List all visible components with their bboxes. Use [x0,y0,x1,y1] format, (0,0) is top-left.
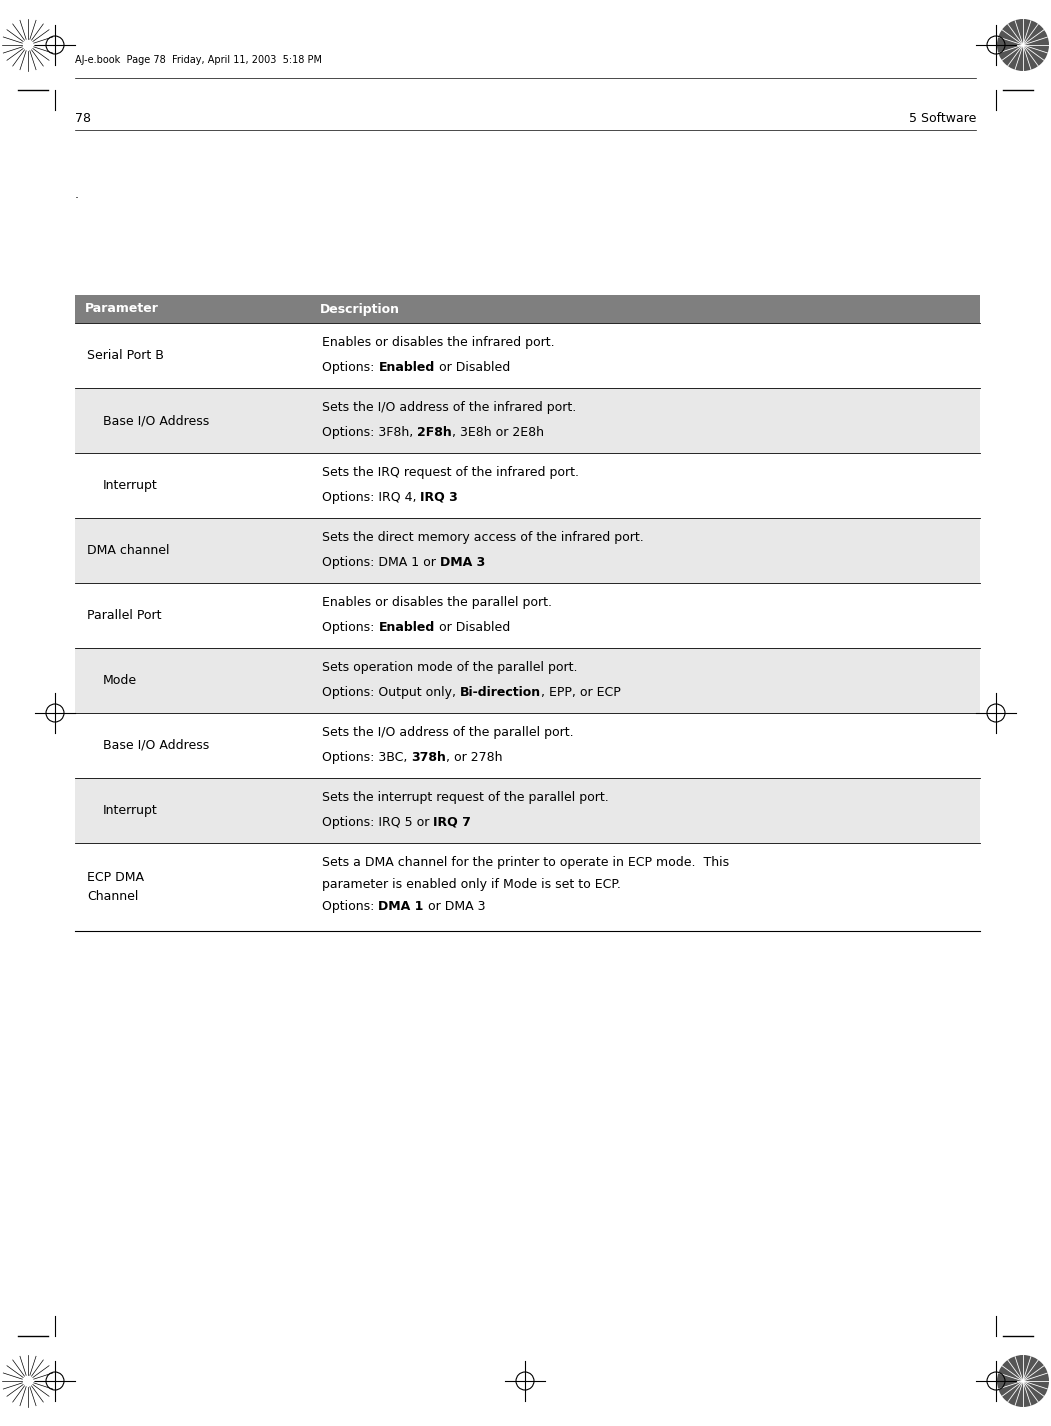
Text: IRQ 7: IRQ 7 [433,816,471,829]
Text: AJ-e.book  Page 78  Friday, April 11, 2003  5:18 PM: AJ-e.book Page 78 Friday, April 11, 2003… [75,56,322,66]
Text: Sets the I/O address of the parallel port.: Sets the I/O address of the parallel por… [322,726,574,739]
Text: Options: 3F8h,: Options: 3F8h, [322,426,417,439]
Text: DMA channel: DMA channel [87,543,169,558]
Text: or DMA 3: or DMA 3 [424,900,486,913]
Text: Options: DMA 1 or: Options: DMA 1 or [322,556,440,569]
Text: or Disabled: or Disabled [435,620,510,633]
Text: Base I/O Address: Base I/O Address [103,739,209,752]
Text: .: . [75,188,79,201]
Circle shape [997,19,1049,71]
Bar [75,388,980,453]
Text: Enables or disables the infrared port.: Enables or disables the infrared port. [322,337,555,349]
Text: Options: Output only,: Options: Output only, [322,686,460,699]
Text: Parameter: Parameter [85,302,159,315]
Circle shape [997,1355,1049,1407]
Text: Enabled: Enabled [378,620,435,633]
Bar [75,295,980,324]
Text: IRQ 3: IRQ 3 [420,491,458,503]
Text: 78: 78 [75,111,91,124]
Text: DMA 1: DMA 1 [378,900,424,913]
Text: parameter is enabled only if Mode is set to ECP.: parameter is enabled only if Mode is set… [322,878,621,891]
Text: Sets a DMA channel for the printer to operate in ECP mode.  This: Sets a DMA channel for the printer to op… [322,856,729,868]
Text: Channel: Channel [87,890,139,903]
Text: Description: Description [320,302,400,315]
Text: Options:: Options: [322,620,378,633]
Text: Enables or disables the parallel port.: Enables or disables the parallel port. [322,596,552,609]
Text: Enabled: Enabled [378,361,435,374]
Text: Sets the IRQ request of the infrared port.: Sets the IRQ request of the infrared por… [322,466,579,479]
Text: 5 Software: 5 Software [909,111,976,124]
Text: Parallel Port: Parallel Port [87,609,162,622]
Text: Sets operation mode of the parallel port.: Sets operation mode of the parallel port… [322,662,577,674]
Text: Interrupt: Interrupt [103,479,158,492]
Text: or Disabled: or Disabled [435,361,510,374]
Text: , or 278h: , or 278h [447,750,502,764]
Text: Options:: Options: [322,361,378,374]
Text: Mode: Mode [103,674,137,687]
Text: Sets the direct memory access of the infrared port.: Sets the direct memory access of the inf… [322,530,644,543]
Text: Base I/O Address: Base I/O Address [103,414,209,426]
Text: Bi-direction: Bi-direction [460,686,541,699]
Bar [75,518,980,583]
Text: , EPP, or ECP: , EPP, or ECP [541,686,621,699]
Text: Sets the interrupt request of the parallel port.: Sets the interrupt request of the parall… [322,791,609,804]
Text: 2F8h: 2F8h [417,426,452,439]
Bar [75,779,980,843]
Text: Options: 3BC,: Options: 3BC, [322,750,411,764]
Text: 378h: 378h [411,750,447,764]
Text: , 3E8h or 2E8h: , 3E8h or 2E8h [452,426,544,439]
Bar [75,647,980,713]
Text: Interrupt: Interrupt [103,804,158,817]
Text: DMA 3: DMA 3 [440,556,486,569]
Text: Options:: Options: [322,900,378,913]
Text: Options: IRQ 5 or: Options: IRQ 5 or [322,816,433,829]
Text: Sets the I/O address of the infrared port.: Sets the I/O address of the infrared por… [322,401,576,414]
Text: Serial Port B: Serial Port B [87,349,164,362]
Text: Options: IRQ 4,: Options: IRQ 4, [322,491,420,503]
Text: ECP DMA: ECP DMA [87,871,144,884]
